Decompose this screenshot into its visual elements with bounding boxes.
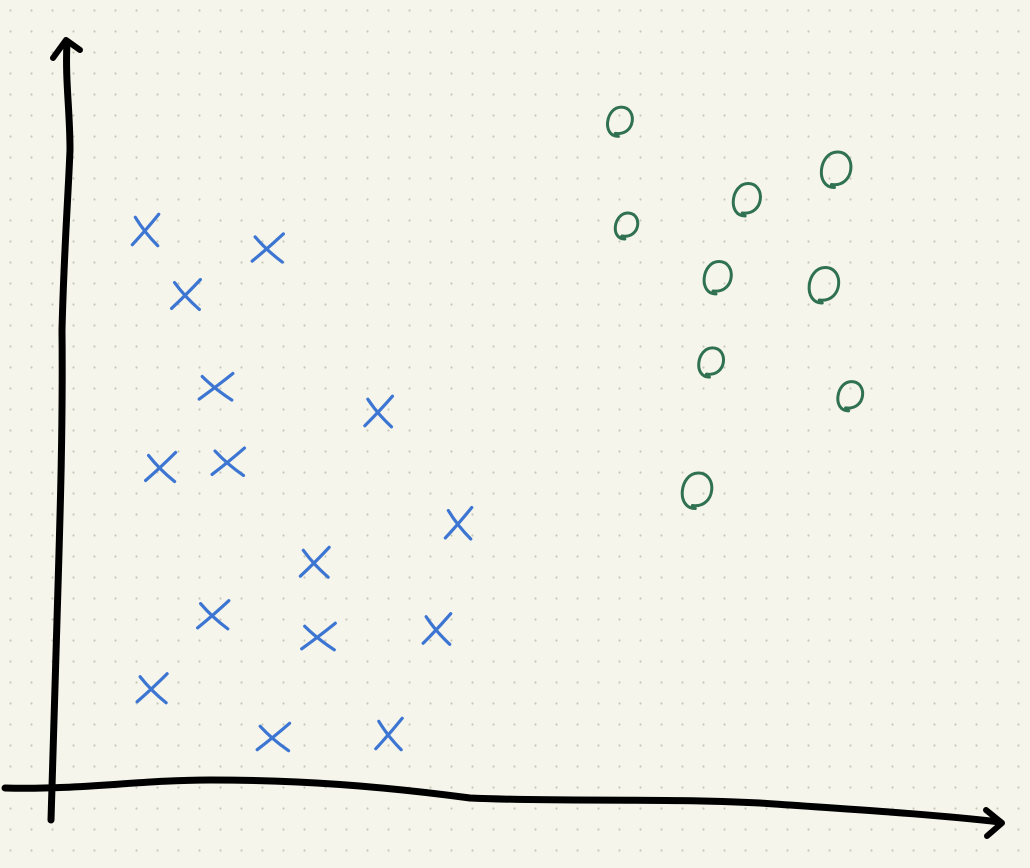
x-mark-point xyxy=(130,212,161,248)
y-axis xyxy=(47,37,83,824)
x-mark-point xyxy=(421,612,453,646)
x-mark-point xyxy=(363,394,395,429)
o-mark-point xyxy=(613,211,640,241)
x-mark-point xyxy=(169,278,202,311)
x-axis xyxy=(1,776,1005,839)
series-o-marks xyxy=(606,105,865,511)
x-axis-line xyxy=(1,776,1004,826)
o-mark-point xyxy=(836,380,865,413)
x-mark-point xyxy=(143,450,178,484)
x-mark-point xyxy=(250,232,285,264)
o-mark-point xyxy=(731,182,762,218)
o-mark-point xyxy=(819,150,853,190)
series-x-marks xyxy=(130,212,474,753)
x-mark-point xyxy=(135,672,169,705)
y-axis-line xyxy=(47,38,74,824)
x-mark-point xyxy=(210,446,247,478)
x-mark-point xyxy=(300,621,337,652)
x-mark-point xyxy=(197,371,235,402)
o-mark-point xyxy=(606,105,634,138)
x-mark-point xyxy=(374,716,404,752)
x-mark-point xyxy=(196,599,231,631)
o-mark-point xyxy=(680,471,714,511)
x-mark-point xyxy=(443,505,474,541)
x-mark-point xyxy=(298,545,331,579)
o-mark-point xyxy=(702,260,733,296)
y-axis-arrowhead xyxy=(50,37,83,61)
o-mark-point xyxy=(697,346,726,379)
x-axis-arrowhead xyxy=(983,807,1005,839)
o-mark-point xyxy=(807,265,841,305)
data-marks xyxy=(130,105,865,753)
x-mark-point xyxy=(255,721,292,753)
